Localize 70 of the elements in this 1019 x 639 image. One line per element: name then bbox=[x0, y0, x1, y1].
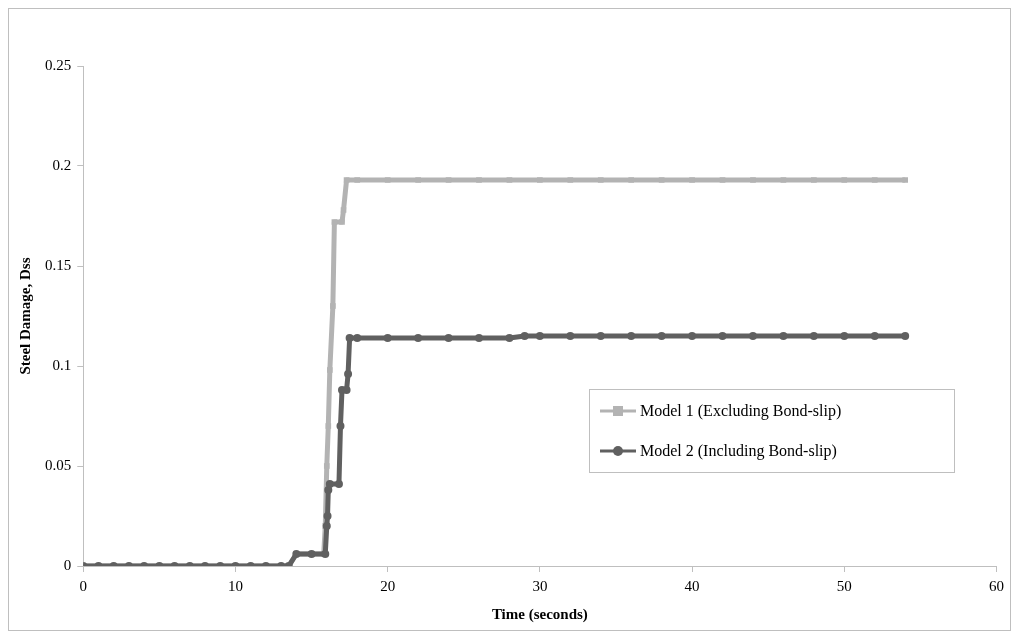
y-axis-title: Steel Damage, Dss bbox=[16, 257, 33, 375]
point bbox=[474, 334, 483, 342]
point bbox=[811, 177, 817, 183]
x-tick-label: 0 bbox=[79, 577, 87, 594]
point bbox=[596, 332, 605, 340]
point bbox=[750, 177, 756, 183]
point bbox=[343, 177, 350, 183]
point bbox=[476, 177, 482, 183]
point bbox=[627, 332, 636, 340]
point bbox=[840, 332, 849, 340]
x-tick-label: 40 bbox=[684, 577, 700, 594]
y-tick-label: 0.2 bbox=[52, 156, 72, 173]
y-tick-label: 0.05 bbox=[45, 456, 72, 473]
point bbox=[325, 480, 334, 488]
point bbox=[567, 177, 574, 183]
point bbox=[344, 370, 353, 378]
y-tick-label: 0.25 bbox=[45, 56, 72, 73]
x-axis-title: Time (seconds) bbox=[491, 605, 588, 623]
point bbox=[505, 334, 514, 342]
point bbox=[688, 332, 697, 340]
point bbox=[657, 332, 666, 340]
y-tick-label: 0.1 bbox=[52, 356, 72, 373]
point bbox=[719, 177, 726, 183]
point bbox=[336, 422, 345, 430]
point bbox=[354, 177, 361, 183]
point bbox=[718, 332, 727, 340]
point bbox=[323, 463, 330, 469]
y-tick-label: 0.15 bbox=[45, 256, 72, 273]
legend-label: Model 2 (Including Bond-slip) bbox=[640, 442, 837, 460]
point bbox=[901, 332, 910, 340]
point bbox=[414, 334, 423, 342]
x-tick-label: 50 bbox=[836, 577, 852, 594]
point bbox=[658, 177, 665, 183]
point bbox=[353, 334, 362, 342]
point bbox=[689, 177, 695, 183]
x-tick-label: 20 bbox=[380, 577, 396, 594]
point bbox=[520, 332, 529, 340]
point bbox=[841, 177, 848, 183]
point bbox=[444, 334, 453, 342]
point bbox=[628, 177, 635, 183]
x-tick-label: 60 bbox=[989, 577, 1004, 594]
point bbox=[597, 177, 604, 183]
x-tick-label: 10 bbox=[227, 577, 243, 594]
point bbox=[870, 332, 879, 340]
point bbox=[445, 177, 452, 183]
point bbox=[330, 303, 336, 309]
point bbox=[506, 177, 513, 183]
point bbox=[323, 512, 332, 520]
point bbox=[334, 480, 343, 488]
point bbox=[748, 332, 757, 340]
point bbox=[537, 177, 543, 183]
point bbox=[384, 177, 391, 183]
point bbox=[339, 219, 345, 225]
point bbox=[415, 177, 421, 183]
point bbox=[340, 207, 347, 213]
y-tick-label: 0 bbox=[63, 556, 72, 573]
point bbox=[871, 177, 878, 183]
point bbox=[325, 423, 332, 429]
point bbox=[383, 334, 392, 342]
point bbox=[331, 219, 338, 225]
point bbox=[779, 332, 788, 340]
point bbox=[566, 332, 575, 340]
point bbox=[327, 367, 333, 373]
point bbox=[345, 334, 354, 342]
point bbox=[535, 332, 544, 340]
point bbox=[902, 177, 908, 183]
x-tick-label: 30 bbox=[532, 577, 548, 594]
legend-label: Model 1 (Excluding Bond-slip) bbox=[640, 402, 842, 420]
point bbox=[809, 332, 818, 340]
point bbox=[780, 177, 787, 183]
